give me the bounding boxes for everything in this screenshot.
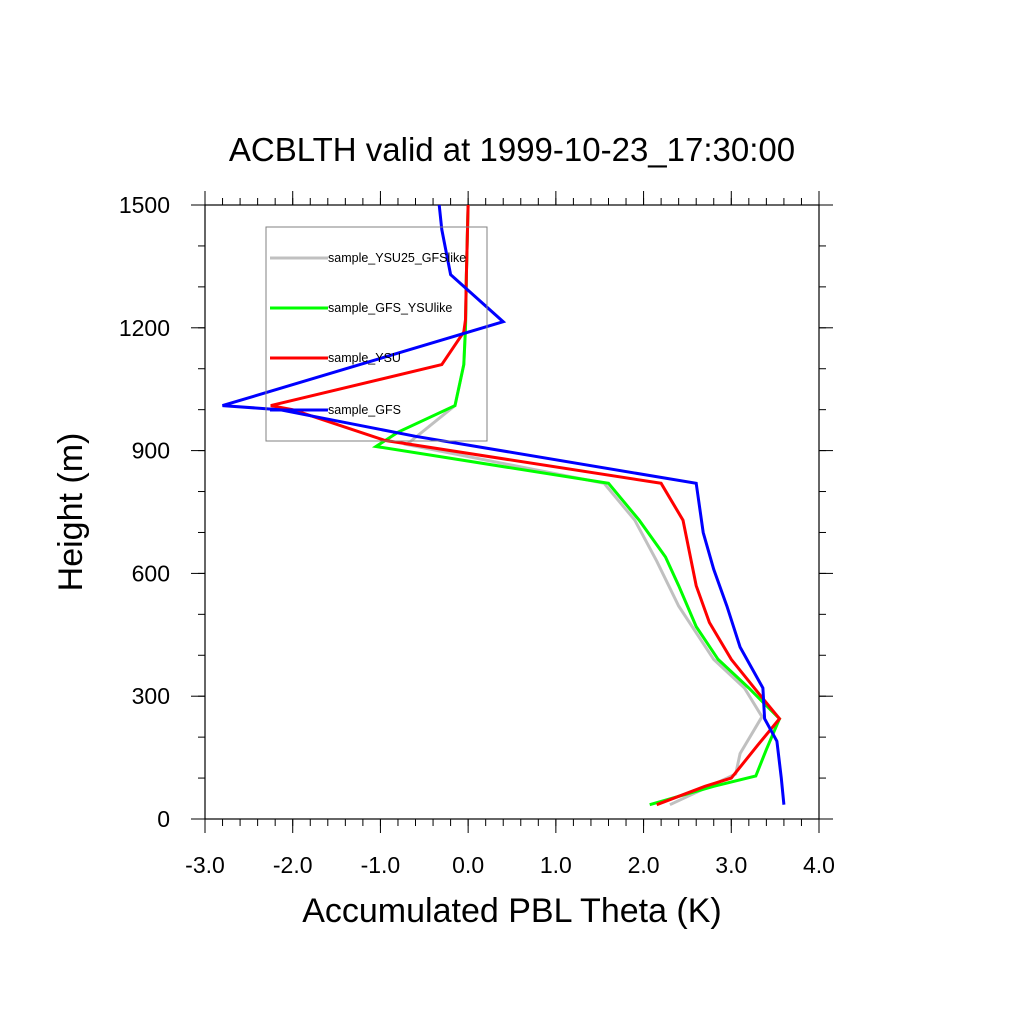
legend-label: sample_GFS — [328, 403, 401, 417]
legend-label: sample_YSU25_GFSlike — [328, 251, 466, 265]
series-lines — [222, 204, 786, 807]
series-line-sample_YSU25_GFSlike — [403, 204, 764, 807]
y-tick-labels: 0 300 600 900 1200 1500 — [119, 192, 170, 832]
y-tick-label: 900 — [132, 438, 170, 464]
x-axis-title: Accumulated PBL Theta (K) — [302, 892, 722, 930]
series-line-sample_GFS — [222, 204, 786, 805]
x-tick-label: 2.0 — [628, 852, 660, 878]
legend: sample_YSU25_GFSlike sample_GFS_YSUlikesa… — [265, 226, 488, 442]
x-tick-label: -2.0 — [273, 852, 313, 878]
series-line-sample_GFS_YSUlike — [371, 204, 782, 807]
legend-box — [265, 226, 488, 442]
chart-title: ACBLTH valid at 1999-10-23_17:30:00 — [229, 131, 795, 168]
y-axis-title: Height (m) — [52, 433, 90, 592]
series-line-sample_YSU — [270, 204, 782, 807]
x-tick-label: -1.0 — [361, 852, 401, 878]
x-tick-label: 1.0 — [540, 852, 572, 878]
x-tick-labels: -3.0 -2.0 -1.0 0.0 1.0 2.0 3.0 4.0 — [185, 852, 835, 878]
y-tick-label: 300 — [132, 683, 170, 709]
minor-ticks — [198, 198, 826, 826]
y-tick-label: 1200 — [119, 315, 170, 341]
y-tick-label: 1500 — [119, 192, 170, 218]
y-tick-label: 0 — [157, 806, 170, 832]
x-tick-label: 4.0 — [803, 852, 835, 878]
plot-frame — [204, 204, 820, 820]
major-ticks — [191, 191, 833, 833]
x-tick-label: 3.0 — [715, 852, 747, 878]
legend-label: sample_YSU — [328, 351, 401, 365]
x-tick-label: -3.0 — [185, 852, 225, 878]
y-tick-label: 600 — [132, 560, 170, 586]
x-tick-label: 0.0 — [452, 852, 484, 878]
legend-label: sample_GFS_YSUlike — [328, 301, 452, 315]
